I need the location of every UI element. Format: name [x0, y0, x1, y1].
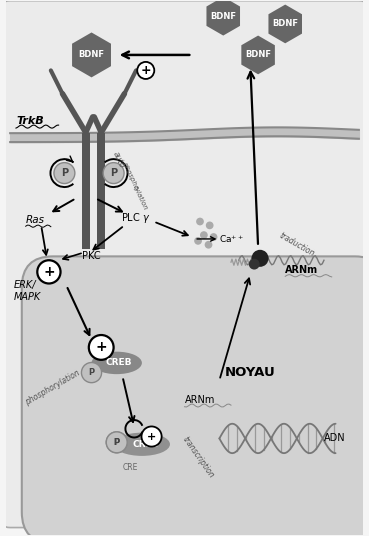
Circle shape: [82, 362, 101, 383]
Text: PLC $\gamma$: PLC $\gamma$: [121, 211, 150, 225]
Text: P: P: [114, 438, 120, 447]
Text: ERK/
MAPK: ERK/ MAPK: [14, 280, 41, 302]
Circle shape: [37, 260, 61, 284]
Circle shape: [54, 162, 75, 183]
Text: BDNF: BDNF: [210, 12, 236, 21]
Text: P: P: [114, 438, 120, 447]
Circle shape: [106, 432, 127, 453]
Polygon shape: [207, 0, 240, 35]
Text: ADN: ADN: [324, 434, 346, 443]
Text: +: +: [147, 431, 156, 442]
Circle shape: [89, 335, 114, 360]
Circle shape: [200, 231, 208, 239]
Circle shape: [103, 162, 124, 183]
Ellipse shape: [92, 352, 142, 374]
Text: traduction: traduction: [277, 231, 316, 258]
Text: PKC: PKC: [82, 251, 100, 262]
Text: +: +: [96, 340, 107, 354]
Text: CRE: CRE: [123, 463, 138, 472]
Text: transcription: transcription: [181, 435, 216, 480]
FancyBboxPatch shape: [82, 133, 90, 249]
Circle shape: [205, 241, 213, 249]
Text: phosphorylation: phosphorylation: [24, 369, 82, 407]
Circle shape: [141, 427, 162, 446]
Text: BDNF: BDNF: [245, 50, 271, 59]
Circle shape: [194, 237, 202, 245]
Circle shape: [206, 221, 214, 229]
Circle shape: [249, 259, 260, 270]
Circle shape: [196, 218, 204, 225]
Text: P: P: [110, 168, 117, 178]
Text: P: P: [61, 168, 68, 178]
Text: CREB: CREB: [132, 440, 159, 449]
Circle shape: [137, 62, 154, 79]
Text: +: +: [141, 64, 151, 77]
Ellipse shape: [114, 433, 170, 456]
Text: NOYAU: NOYAU: [225, 366, 276, 379]
Text: ARNm: ARNm: [285, 265, 318, 275]
Polygon shape: [72, 33, 111, 77]
Text: BDNF: BDNF: [79, 50, 104, 59]
Text: Ras: Ras: [26, 214, 45, 225]
Text: rylation: rylation: [132, 185, 149, 212]
Text: auto: auto: [111, 150, 126, 169]
FancyBboxPatch shape: [97, 133, 105, 249]
Text: Ca$^{++}$: Ca$^{++}$: [219, 233, 244, 245]
Polygon shape: [241, 35, 275, 75]
Text: phospho-: phospho-: [121, 161, 140, 193]
Text: TrkB: TrkB: [16, 116, 44, 126]
Text: CREB: CREB: [106, 359, 132, 367]
Circle shape: [210, 233, 217, 241]
Text: ARNm: ARNm: [184, 394, 215, 405]
Polygon shape: [269, 5, 302, 43]
Text: BDNF: BDNF: [272, 19, 298, 28]
Circle shape: [252, 250, 269, 267]
FancyBboxPatch shape: [22, 256, 369, 536]
Text: P: P: [89, 368, 94, 377]
Circle shape: [106, 432, 127, 453]
Text: +: +: [43, 265, 55, 279]
